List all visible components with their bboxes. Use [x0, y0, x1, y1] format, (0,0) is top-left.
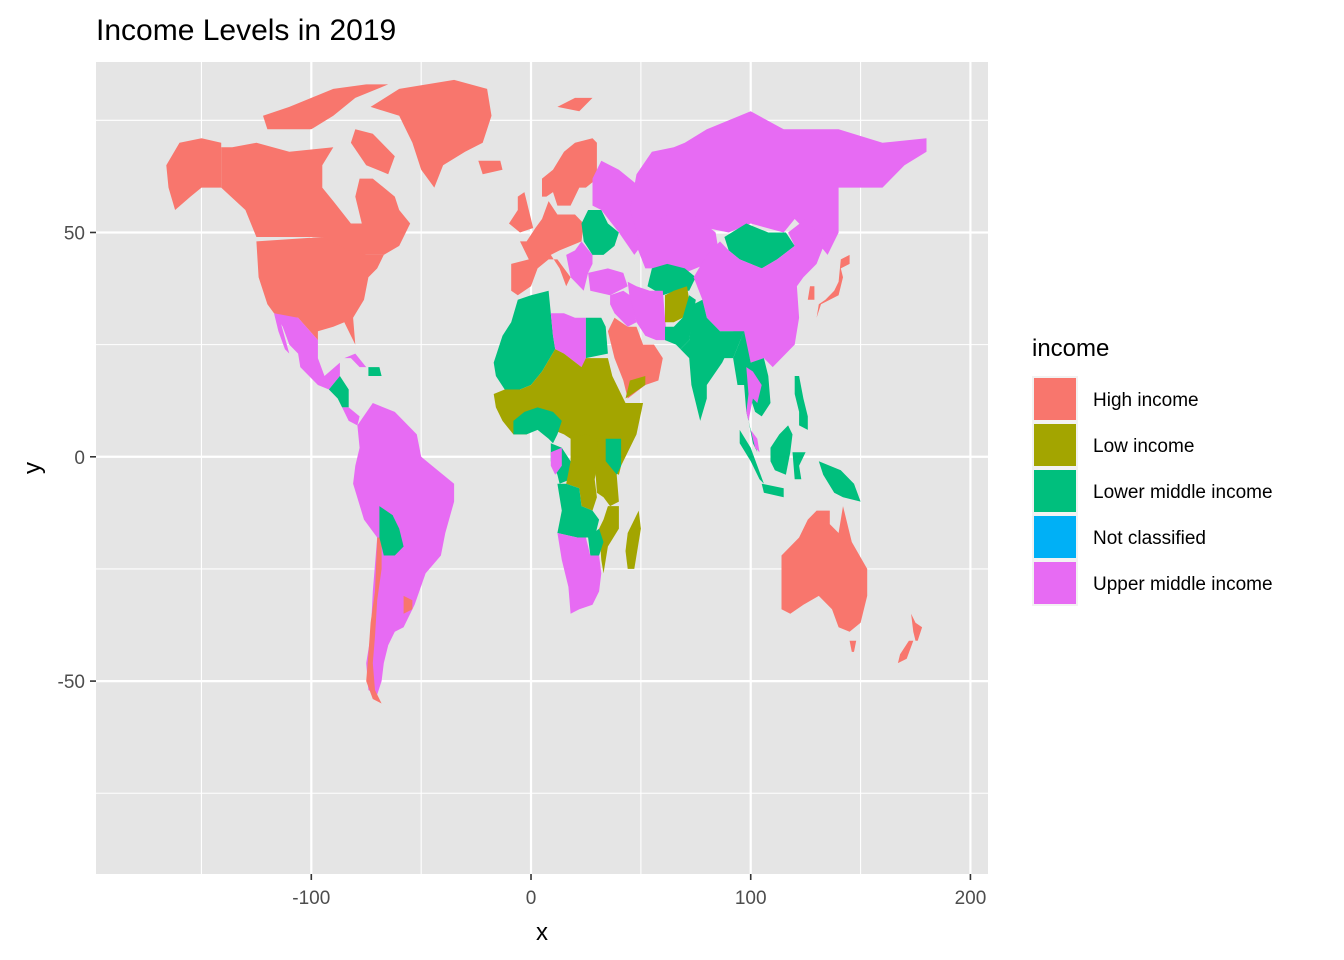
region-java	[761, 483, 784, 498]
region-tanzania	[594, 461, 619, 507]
region-southern-africa	[557, 533, 602, 614]
legend-label-not-classified: Not classified	[1093, 528, 1206, 549]
legend-swatch-upper-middle-income	[1034, 562, 1076, 604]
legend-label-high-income: High income	[1093, 390, 1199, 411]
x-tick-label: 200	[955, 888, 987, 909]
x-tick-label: -100	[292, 888, 330, 909]
region-new-zealand-north	[911, 613, 923, 641]
legend: income High income Low income Lower middle…	[1032, 335, 1273, 606]
region-chile	[366, 537, 382, 704]
region-mongolia	[724, 223, 795, 269]
region-uruguay	[403, 595, 413, 614]
region-turkey	[588, 268, 628, 296]
region-japan	[816, 254, 850, 318]
region-uk-ireland	[509, 192, 534, 233]
region-baja	[274, 313, 290, 354]
region-ukraine-belarus	[581, 210, 619, 255]
x-axis-title: x	[536, 919, 548, 946]
region-china	[693, 219, 826, 368]
region-malaysia	[750, 429, 760, 453]
region-pakistan	[665, 295, 696, 350]
legend-label-lower-middle-income: Lower middle income	[1093, 482, 1273, 503]
legend-label-upper-middle-income: Upper middle income	[1093, 574, 1273, 595]
region-sulawesi	[792, 452, 806, 480]
region-cuba	[344, 353, 367, 368]
x-axis-ticks: -100 0 100 200	[292, 874, 986, 909]
region-canada-arctic	[263, 84, 389, 130]
region-new-zealand-south	[897, 640, 914, 664]
region-svalbard	[557, 97, 593, 112]
region-libya	[550, 313, 586, 368]
region-mexico	[274, 313, 340, 390]
region-zimbabwe	[588, 528, 604, 556]
country-regions	[166, 79, 927, 704]
region-kazakhstan	[636, 214, 718, 273]
region-east-europe	[566, 241, 593, 291]
region-congo-dr	[566, 434, 600, 511]
legend-swatch-not-classified	[1034, 516, 1076, 558]
legend-swatch-low-income	[1034, 424, 1076, 466]
region-yemen	[625, 376, 646, 399]
region-panama-costa-rica	[342, 407, 360, 426]
region-alaska	[166, 138, 222, 210]
y-axis-ticks: -50 0 50	[58, 223, 96, 693]
legend-swatch-high-income	[1034, 378, 1076, 420]
y-tick-label: -50	[58, 672, 85, 693]
region-iran	[627, 281, 668, 341]
region-iceland	[478, 160, 503, 175]
legend-swatch-lower-middle-income	[1034, 470, 1076, 512]
region-borneo	[770, 425, 793, 475]
region-saudi-arabia	[607, 317, 663, 399]
region-afghanistan	[665, 286, 690, 323]
region-india	[680, 299, 745, 421]
region-new-guinea	[818, 461, 861, 502]
y-axis-title: y	[19, 462, 46, 474]
legend-title: income	[1032, 335, 1109, 362]
region-madagascar	[625, 510, 641, 569]
region-thailand	[746, 367, 762, 421]
region-philippines	[794, 376, 808, 430]
y-tick-label: 50	[64, 223, 85, 244]
region-baffin	[350, 129, 395, 175]
region-russia	[629, 111, 927, 255]
region-australia	[781, 506, 868, 632]
region-sumatra	[739, 429, 764, 484]
region-canada	[221, 142, 411, 255]
chart-title: Income Levels in 2019	[96, 14, 396, 47]
region-gabon	[550, 447, 562, 475]
region-gulf-guinea	[513, 407, 562, 444]
region-kenya	[605, 438, 622, 475]
legend-label-low-income: Low income	[1093, 436, 1194, 457]
x-tick-label: 100	[735, 888, 767, 909]
region-korea	[807, 286, 815, 300]
region-hispaniola	[368, 367, 382, 376]
y-tick-label: 0	[74, 448, 85, 469]
region-angola-zambia	[557, 483, 600, 538]
region-scandinavia	[542, 138, 597, 206]
region-central-america	[328, 376, 349, 408]
region-iraq-syria	[610, 290, 637, 327]
region-south-america	[353, 403, 455, 695]
region-bolivia	[379, 506, 404, 556]
region-greenland	[370, 79, 492, 188]
region-tasmania	[849, 640, 857, 652]
x-tick-label: 0	[526, 888, 537, 909]
region-europe-west	[511, 201, 584, 296]
region-mozambique	[599, 506, 619, 574]
region-egypt	[585, 317, 608, 359]
region-north-africa-west	[493, 290, 556, 390]
